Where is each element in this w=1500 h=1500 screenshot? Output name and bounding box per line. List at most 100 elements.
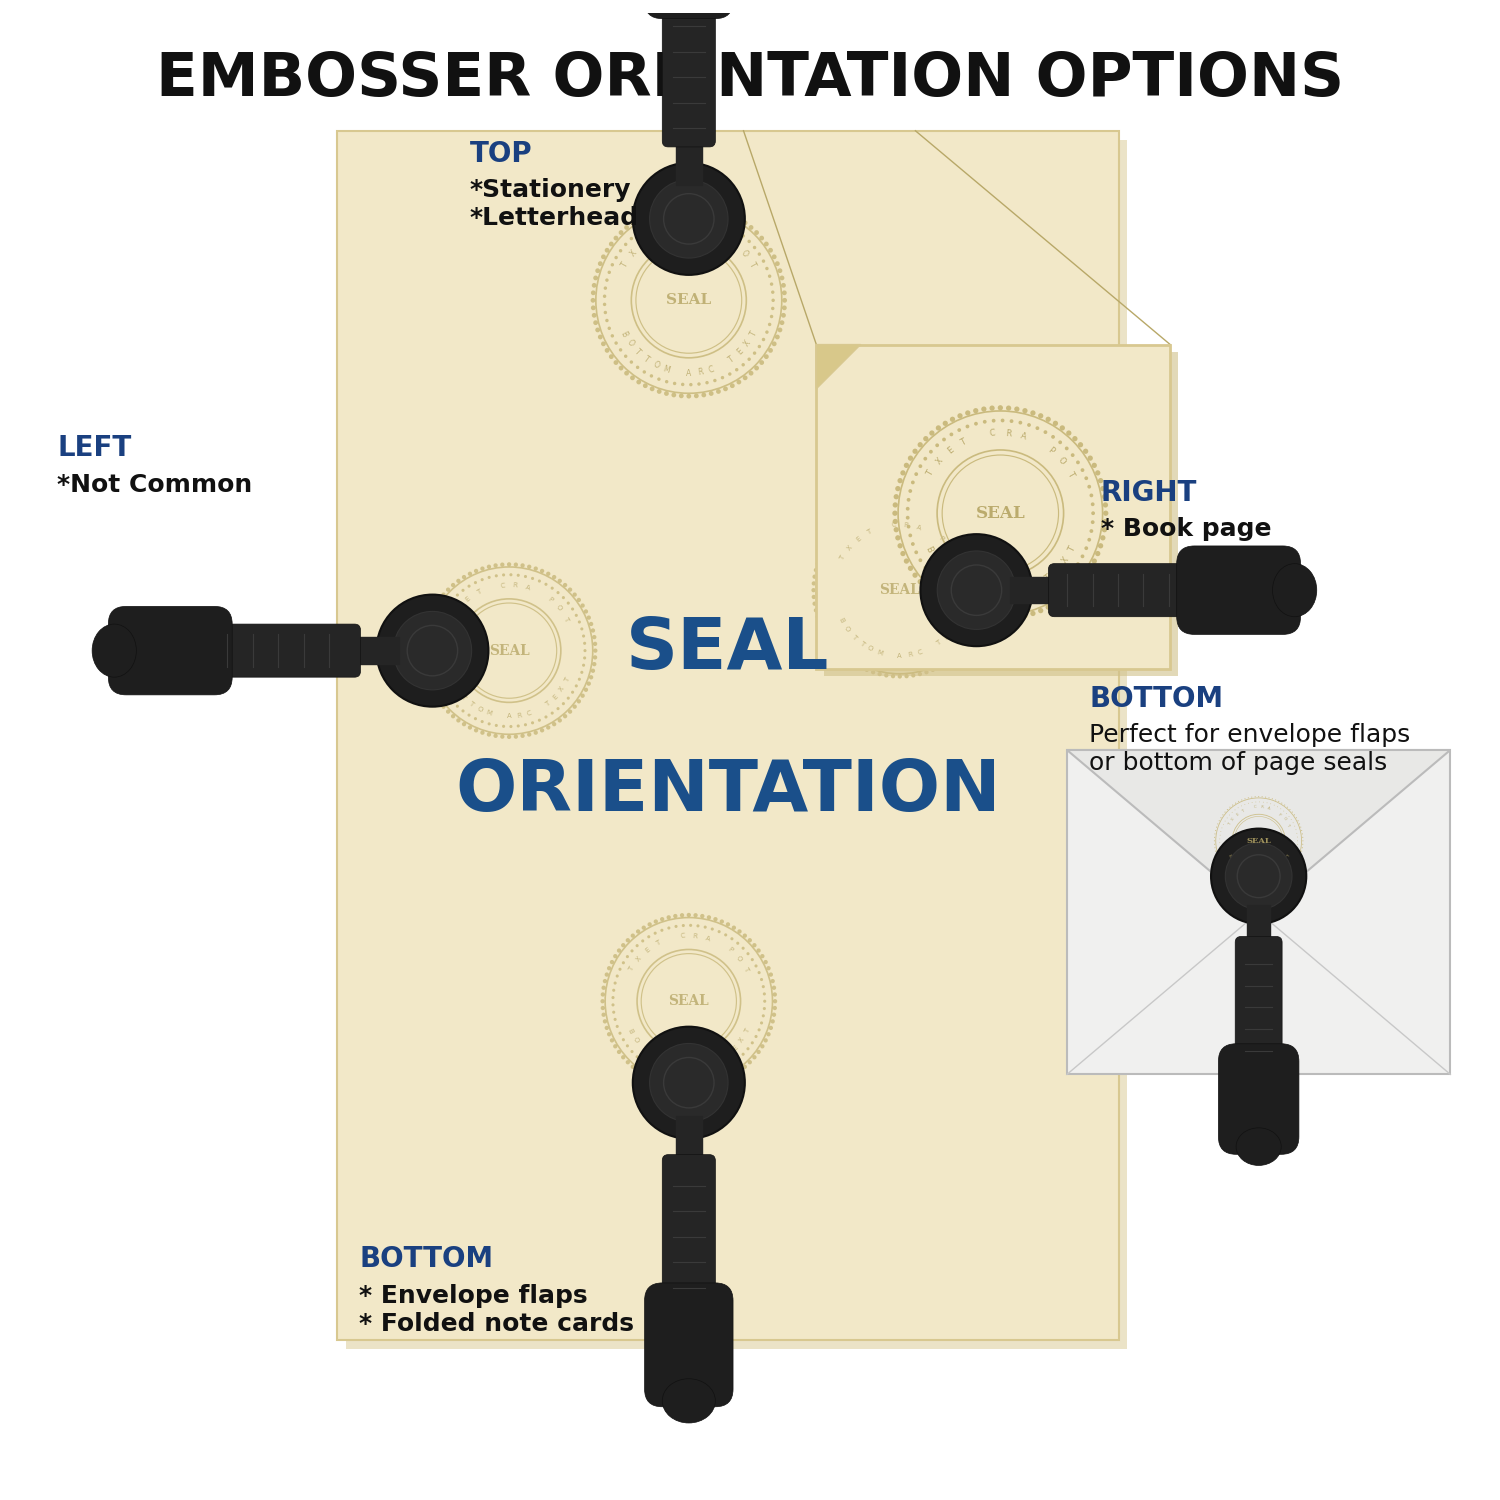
Circle shape <box>1038 413 1044 419</box>
Circle shape <box>672 393 676 398</box>
Circle shape <box>654 932 657 934</box>
Circle shape <box>438 681 442 684</box>
Circle shape <box>966 624 969 627</box>
Circle shape <box>436 699 441 703</box>
Text: C: C <box>990 429 996 438</box>
Circle shape <box>1100 486 1106 490</box>
Circle shape <box>1014 406 1020 411</box>
FancyBboxPatch shape <box>108 606 232 694</box>
Circle shape <box>602 255 606 260</box>
Circle shape <box>934 656 938 658</box>
Ellipse shape <box>92 624 136 676</box>
Circle shape <box>742 375 747 380</box>
Circle shape <box>614 954 618 958</box>
Circle shape <box>768 348 772 352</box>
Circle shape <box>664 380 669 384</box>
Circle shape <box>1076 460 1080 465</box>
Text: R: R <box>1262 871 1266 876</box>
Polygon shape <box>1066 750 1450 912</box>
Circle shape <box>538 579 542 582</box>
Text: M: M <box>1246 870 1251 874</box>
Circle shape <box>837 544 840 548</box>
Circle shape <box>680 1084 684 1089</box>
Circle shape <box>620 348 622 351</box>
Circle shape <box>592 284 597 288</box>
Circle shape <box>777 268 783 273</box>
Circle shape <box>728 225 732 228</box>
Circle shape <box>1023 614 1028 618</box>
Circle shape <box>446 710 450 714</box>
Circle shape <box>771 298 776 302</box>
Circle shape <box>752 1054 756 1059</box>
Circle shape <box>630 220 634 225</box>
Circle shape <box>468 726 472 729</box>
Circle shape <box>664 217 669 220</box>
Circle shape <box>580 627 584 630</box>
Circle shape <box>538 718 542 722</box>
Text: O: O <box>452 686 460 693</box>
Circle shape <box>938 512 940 516</box>
Circle shape <box>1084 546 1088 550</box>
Circle shape <box>1065 447 1068 450</box>
Circle shape <box>958 650 963 654</box>
Circle shape <box>562 596 566 598</box>
Circle shape <box>534 730 538 735</box>
Circle shape <box>938 550 1016 630</box>
Circle shape <box>433 632 436 634</box>
Circle shape <box>815 608 818 612</box>
Circle shape <box>616 1050 621 1054</box>
Circle shape <box>747 357 752 362</box>
Circle shape <box>936 579 939 584</box>
Text: *Stationery
*Letterhead: *Stationery *Letterhead <box>470 178 639 230</box>
Circle shape <box>462 722 466 726</box>
Circle shape <box>615 975 620 978</box>
FancyBboxPatch shape <box>1066 750 1450 1074</box>
Circle shape <box>657 207 662 212</box>
Circle shape <box>892 513 896 516</box>
Circle shape <box>777 327 783 333</box>
Circle shape <box>924 670 928 675</box>
Circle shape <box>442 610 446 614</box>
Circle shape <box>591 291 596 296</box>
Text: T: T <box>1233 862 1238 867</box>
Circle shape <box>526 564 531 568</box>
Circle shape <box>488 723 490 726</box>
Text: T: T <box>1065 470 1076 478</box>
Text: O: O <box>1281 816 1287 822</box>
Circle shape <box>552 574 556 579</box>
Circle shape <box>998 616 1004 621</box>
Circle shape <box>1038 608 1044 613</box>
FancyBboxPatch shape <box>645 1282 734 1407</box>
Circle shape <box>1066 430 1071 435</box>
Circle shape <box>892 519 898 524</box>
Circle shape <box>704 926 706 928</box>
Text: T: T <box>562 615 570 622</box>
Text: E: E <box>732 1044 738 1052</box>
Circle shape <box>687 394 692 399</box>
Text: R: R <box>908 651 914 658</box>
Circle shape <box>815 568 818 572</box>
Circle shape <box>818 621 822 626</box>
Circle shape <box>1065 576 1068 580</box>
Circle shape <box>909 534 912 537</box>
Circle shape <box>957 427 962 432</box>
Circle shape <box>674 216 676 219</box>
Circle shape <box>930 668 934 672</box>
Circle shape <box>450 598 454 602</box>
Circle shape <box>495 724 498 728</box>
Circle shape <box>687 202 692 207</box>
Text: P: P <box>1046 446 1054 456</box>
Circle shape <box>550 586 554 590</box>
Circle shape <box>717 930 720 933</box>
Text: T: T <box>926 470 936 478</box>
Circle shape <box>693 914 698 918</box>
Circle shape <box>1023 408 1028 414</box>
Circle shape <box>1092 462 1096 468</box>
Circle shape <box>970 567 974 570</box>
Circle shape <box>488 564 490 568</box>
Circle shape <box>974 422 978 426</box>
Circle shape <box>864 657 867 660</box>
Circle shape <box>668 1072 670 1076</box>
Circle shape <box>720 1078 724 1083</box>
Text: X: X <box>950 626 957 633</box>
